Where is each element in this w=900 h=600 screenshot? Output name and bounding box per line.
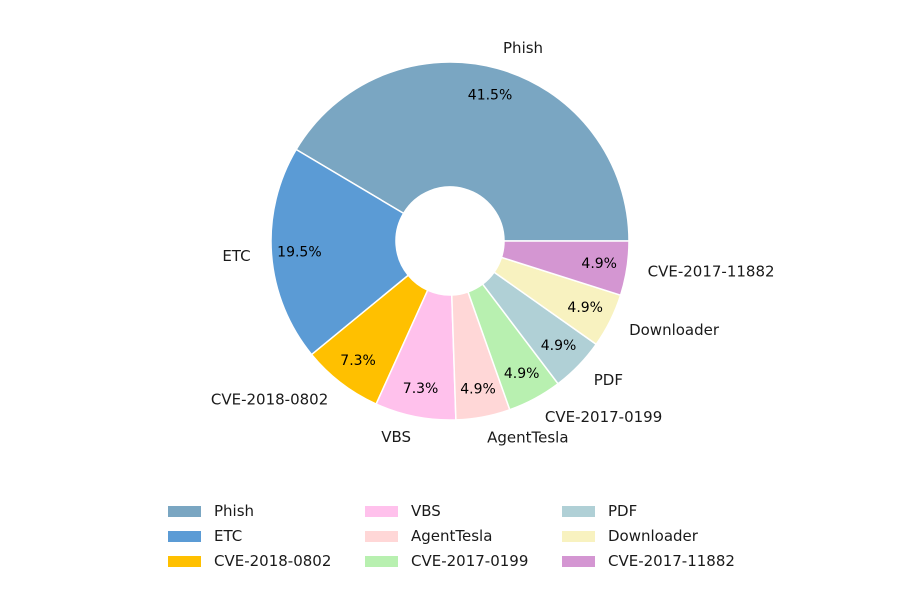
- category-label-cve-2017-11882: CVE-2017-11882: [648, 263, 775, 281]
- percent-label-etc: 19.5%: [277, 244, 321, 260]
- percent-label-cve-2018-0802: 7.3%: [340, 353, 376, 369]
- percent-label-pdf: 4.9%: [541, 338, 577, 354]
- legend-label-cve-2017-0199: CVE-2017-0199: [411, 552, 528, 570]
- legend-swatch-vbs: [365, 506, 398, 517]
- legend-label-vbs: VBS: [411, 502, 441, 520]
- legend-entry-downloader: Downloader: [562, 527, 699, 545]
- legend-label-pdf: PDF: [608, 502, 637, 520]
- category-label-cve-2017-0199: CVE-2017-0199: [545, 408, 662, 426]
- legend-swatch-cve-2018-0802: [168, 556, 201, 567]
- percent-label-phish: 41.5%: [468, 87, 512, 103]
- legend-label-cve-2018-0802: CVE-2018-0802: [214, 552, 331, 570]
- percent-label-cve-2017-0199: 4.9%: [504, 366, 540, 382]
- category-label-pdf: PDF: [594, 371, 623, 389]
- legend-entry-pdf: PDF: [562, 502, 637, 520]
- category-label-vbs: VBS: [381, 428, 411, 446]
- slices-group: [270, 61, 630, 421]
- legend-swatch-cve-2017-0199: [365, 556, 398, 567]
- legend-swatch-pdf: [562, 506, 595, 517]
- legend-label-phish: Phish: [214, 502, 254, 520]
- legend-entry-cve-2017-11882: CVE-2017-11882: [562, 552, 735, 570]
- legend-label-agenttesla: AgentTesla: [411, 527, 492, 545]
- legend-swatch-downloader: [562, 531, 595, 542]
- category-label-agenttesla: AgentTesla: [487, 429, 568, 447]
- category-label-cve-2018-0802: CVE-2018-0802: [211, 391, 328, 409]
- legend-entry-phish: Phish: [168, 502, 254, 520]
- legend-entry-vbs: VBS: [365, 502, 441, 520]
- category-label-downloader: Downloader: [629, 321, 720, 339]
- legend-label-etc: ETC: [214, 527, 242, 545]
- slice-cve-2017-11882: [500, 240, 630, 297]
- legend-entry-etc: ETC: [168, 527, 242, 545]
- legend-label-downloader: Downloader: [608, 527, 699, 545]
- legend-entry-agenttesla: AgentTesla: [365, 527, 492, 545]
- legend-swatch-etc: [168, 531, 201, 542]
- legend-entry-cve-2018-0802: CVE-2018-0802: [168, 552, 331, 570]
- percent-labels-group: 41.5%19.5%7.3%7.3% 4.9%4.9%4.9%4.9%4.9%: [277, 87, 617, 397]
- category-labels-group: Phish ETC CVE-2018-0802 VBS AgentTesla CVE-20…: [211, 39, 775, 446]
- legend-swatch-agenttesla: [365, 531, 398, 542]
- legend-swatch-cve-2017-11882: [562, 556, 595, 567]
- legend: Phish ETC CVE-2018-0802 VBS AgentTesla CVE-20…: [168, 502, 735, 570]
- legend-swatch-phish: [168, 506, 201, 517]
- legend-entry-cve-2017-0199: CVE-2017-0199: [365, 552, 528, 570]
- legend-label-cve-2017-11882: CVE-2017-11882: [608, 552, 735, 570]
- percent-label-cve-2017-11882: 4.9%: [581, 256, 617, 272]
- slice-phish: [295, 61, 630, 242]
- category-label-phish: Phish: [503, 39, 543, 57]
- percent-label-downloader: 4.9%: [567, 300, 603, 316]
- percent-label-vbs: 7.3%: [403, 381, 439, 397]
- percent-label-agenttesla: 4.9%: [460, 381, 496, 397]
- category-label-etc: ETC: [222, 247, 250, 265]
